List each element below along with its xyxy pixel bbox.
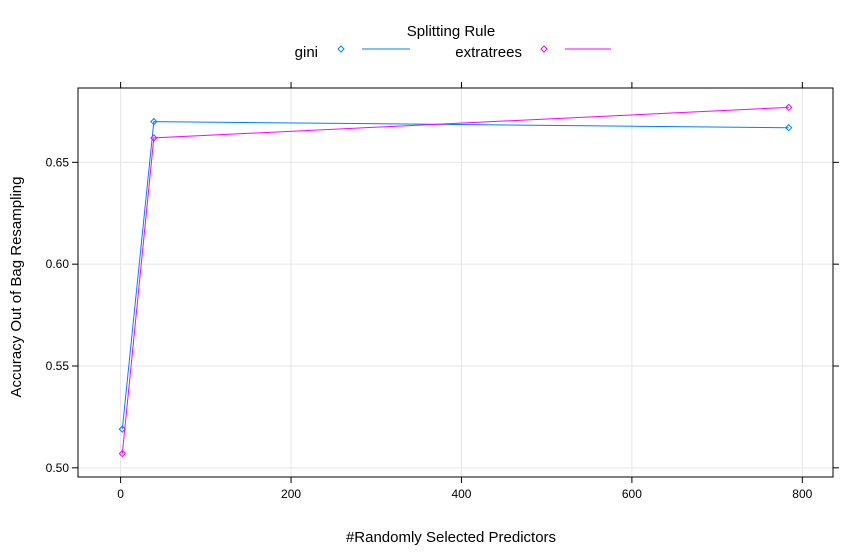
x-tick-labels: 0 200 400 600 800 (117, 487, 812, 501)
grid (78, 88, 833, 477)
series-line-extratrees (121, 106, 789, 454)
x-tick-label: 0 (117, 487, 124, 501)
data-point-extratrees (118, 449, 127, 458)
data-point-gini (784, 124, 793, 132)
data-point-gini (150, 117, 158, 126)
legend-marker-extratrees (540, 45, 548, 53)
legend-label-gini: gini (295, 44, 318, 61)
y-tick-label: 0.65 (46, 155, 70, 169)
x-tick-label: 400 (451, 487, 471, 501)
series-gini (118, 117, 793, 433)
series-extratrees (118, 103, 793, 458)
ticks (72, 82, 839, 483)
legend-label-extratrees: extratrees (455, 44, 522, 61)
x-axis-label: #Randomly Selected Predictors (346, 529, 556, 546)
legend: Splitting Rule gini extratrees (295, 23, 611, 61)
y-tick-labels: 0.50 0.55 0.60 0.65 (46, 155, 70, 474)
plot-panel (77, 87, 834, 478)
series-layer (118, 103, 793, 458)
y-tick-label: 0.55 (46, 359, 70, 373)
data-point-gini (118, 425, 127, 433)
series-line-gini (121, 121, 789, 430)
data-point-extratrees (150, 134, 158, 142)
legend-title: Splitting Rule (407, 23, 495, 40)
x-tick-label: 600 (622, 487, 642, 501)
y-axis-label: Accuracy Out of Bag Resampling (8, 177, 25, 398)
data-point-extratrees (784, 103, 793, 112)
y-tick-label: 0.50 (46, 461, 70, 475)
x-tick-label: 200 (281, 487, 301, 501)
legend-marker-gini (337, 45, 345, 53)
y-tick-label: 0.60 (46, 257, 70, 271)
x-tick-label: 800 (792, 487, 812, 501)
